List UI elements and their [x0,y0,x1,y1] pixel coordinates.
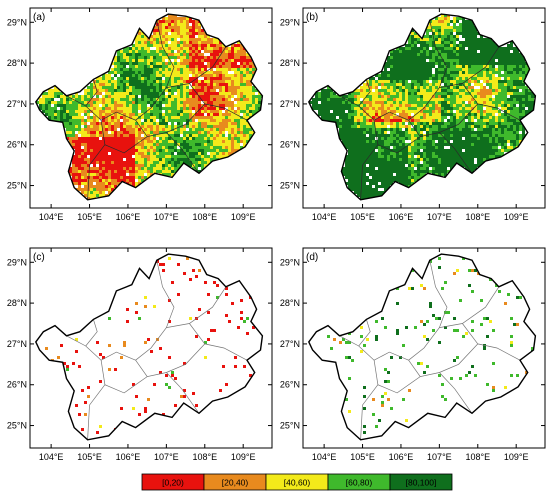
x-tick-label: 106°E [389,212,414,222]
legend-label: [0,20) [162,478,184,488]
data-field-a [36,14,263,200]
x-tick-label: 105°E [77,212,102,222]
panel-frame-c [29,247,273,449]
x-tick-label: 108°E [465,212,490,222]
x-tick-label: 106°E [116,212,141,222]
admin-boundaries-c [66,260,248,440]
y-tick-label: 28°N [7,58,27,68]
panel-label-d: (d) [306,252,318,263]
x-tick-label: 104°E [39,212,64,222]
x-tick-label: 108°E [192,212,217,222]
panel-frame-b [302,7,546,209]
legend-label: [80,100] [406,478,437,488]
y-tick-label: 26°N [280,380,300,390]
legend-label: [20,40) [222,478,249,488]
province-outline-d [307,253,537,441]
admin-boundaries-b [339,20,521,200]
y-tick-label: 29°N [280,257,300,267]
data-field-b [309,14,536,200]
y-tick-label: 25°N [280,181,300,191]
map-panels: (a) 104°E 105°E 106°E 107°E 108°E 109°E 29°N 28°… [7,7,546,462]
data-field-c [45,257,255,434]
y-tick-label: 29°N [280,17,300,27]
y-tick-label: 27°N [280,339,300,349]
y-tick-label: 26°N [7,140,27,150]
x-tick-label: 104°E [312,452,337,462]
x-tick-label: 108°E [465,452,490,462]
admin-boundaries-d [339,260,521,440]
x-tick-label: 107°E [154,212,179,222]
y-tick-label: 28°N [7,298,27,308]
y-tick-label: 25°N [280,421,300,431]
panel-label-a: (a) [33,12,45,23]
province-outline-a [34,13,264,201]
panel-b: (b) 104°E 105°E 106°E 107°E 108°E 109°E 29°N 28°… [280,7,546,222]
x-tick-label: 104°E [39,452,64,462]
panel-label-b: (b) [306,12,318,23]
y-tick-label: 25°N [7,181,27,191]
y-tick-label: 29°N [7,17,27,27]
panel-label-c: (c) [33,252,45,263]
x-tick-label: 105°E [77,452,102,462]
y-tick-label: 28°N [280,298,300,308]
legend-label: [40,60) [284,478,311,488]
y-tick-label: 27°N [7,99,27,109]
x-tick-label: 104°E [312,212,337,222]
x-tick-label: 109°E [504,452,529,462]
panel-c: (c) 104°E 105°E 106°E 107°E 108°E 109°E 29°N 28°… [7,247,273,462]
x-tick-label: 109°E [231,452,256,462]
colorbar-legend: [0,20) [20,40) [40,60) [60,80) [80,100] [141,473,453,491]
panel-frame-d [302,247,546,449]
x-tick-label: 108°E [192,452,217,462]
province-outline-b [307,13,537,201]
y-tick-label: 27°N [280,99,300,109]
legend-swatch [389,473,453,491]
x-tick-label: 109°E [504,212,529,222]
legend-label: [60,80) [346,478,373,488]
province-outline-c [34,253,264,441]
y-tick-label: 26°N [7,380,27,390]
panel-a: (a) 104°E 105°E 106°E 107°E 108°E 109°E 29°N 28°… [7,7,273,222]
y-tick-label: 28°N [280,58,300,68]
x-tick-label: 106°E [116,452,141,462]
admin-boundaries-a [66,20,248,200]
x-tick-label: 105°E [350,212,375,222]
y-tick-label: 26°N [280,140,300,150]
y-tick-label: 25°N [7,421,27,431]
x-tick-label: 107°E [154,452,179,462]
x-tick-label: 105°E [350,452,375,462]
x-tick-label: 109°E [231,212,256,222]
x-tick-label: 106°E [389,452,414,462]
y-tick-label: 29°N [7,257,27,267]
panel-frame-a [29,7,273,209]
x-tick-label: 107°E [427,212,452,222]
y-tick-label: 27°N [7,339,27,349]
panel-d: (d) 104°E 105°E 106°E 107°E 108°E 109°E 29°N 28°… [280,247,546,462]
x-tick-label: 107°E [427,452,452,462]
